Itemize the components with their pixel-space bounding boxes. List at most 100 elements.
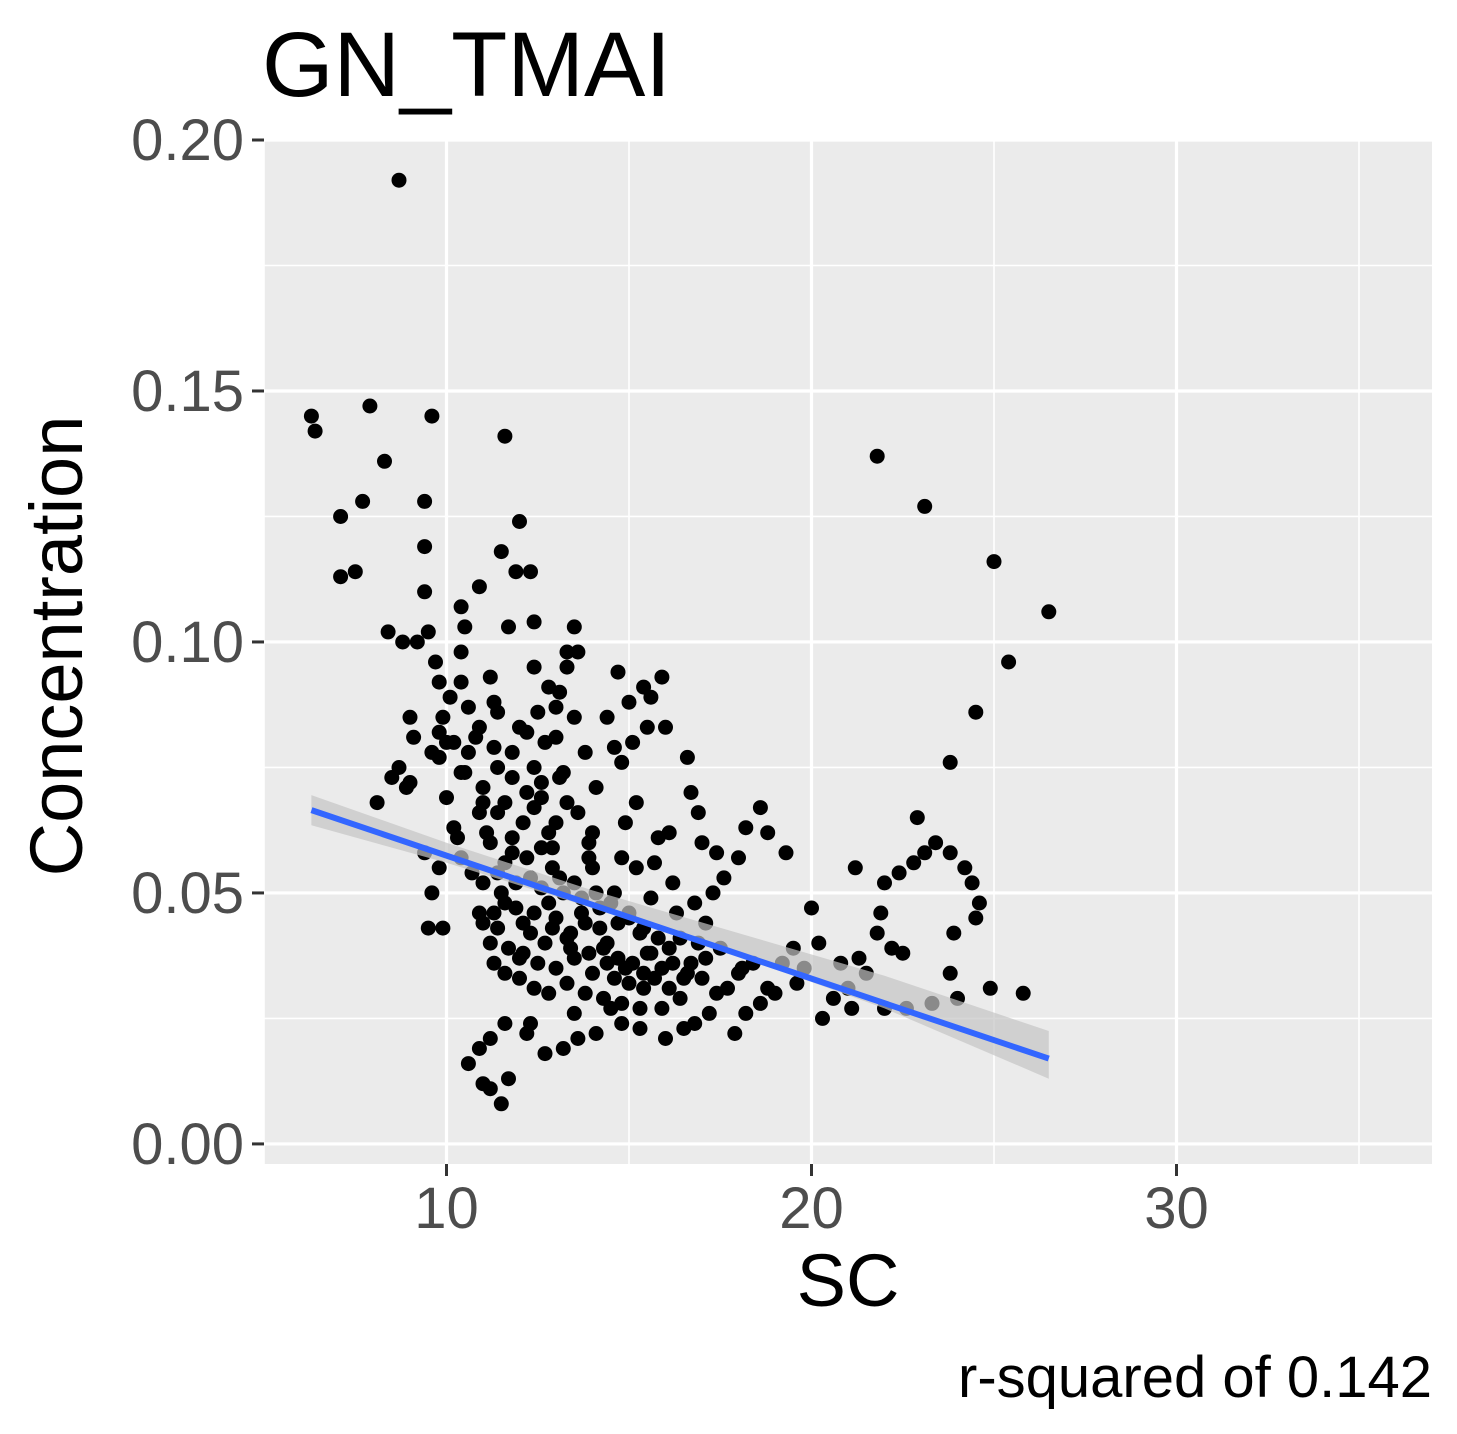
data-point [680, 750, 695, 765]
data-point [472, 1041, 487, 1056]
data-point [596, 941, 611, 956]
data-point [381, 624, 396, 639]
data-point [735, 961, 750, 976]
data-point [654, 1001, 669, 1016]
data-point [304, 409, 319, 424]
data-point [658, 720, 673, 735]
data-point [494, 885, 509, 900]
data-point [508, 901, 523, 916]
data-point [552, 770, 567, 785]
data-point [651, 931, 666, 946]
data-point [1016, 986, 1031, 1001]
data-point [709, 845, 724, 860]
data-point [428, 655, 443, 670]
data-point [432, 750, 447, 765]
data-point [527, 660, 542, 675]
data-point [384, 770, 399, 785]
data-point [377, 454, 392, 469]
y-tick-label: 0.15 [131, 359, 244, 424]
data-point [527, 906, 542, 921]
data-point [417, 494, 432, 509]
data-point [461, 745, 476, 760]
data-point [706, 885, 721, 900]
data-point [454, 765, 469, 780]
data-point [483, 670, 498, 685]
data-point [928, 835, 943, 850]
data-point [943, 755, 958, 770]
data-point [461, 1056, 476, 1071]
data-point [643, 690, 658, 705]
data-point [476, 780, 491, 795]
data-point [611, 665, 626, 680]
data-point [658, 1031, 673, 1046]
data-point [399, 780, 414, 795]
data-point [410, 635, 425, 650]
data-point [753, 996, 768, 1011]
data-point [333, 509, 348, 524]
data-point [421, 624, 436, 639]
data-point [560, 660, 575, 675]
data-point [395, 635, 410, 650]
data-point [987, 554, 1002, 569]
data-point [541, 986, 556, 1001]
data-point [698, 951, 713, 966]
data-point [965, 875, 980, 890]
data-point [585, 966, 600, 981]
data-point [435, 710, 450, 725]
data-point [421, 921, 436, 936]
data-point [589, 1026, 604, 1041]
data-point [578, 745, 593, 760]
x-tick-label: 20 [779, 1176, 844, 1241]
data-point [581, 946, 596, 961]
data-point [852, 951, 867, 966]
data-point [760, 825, 775, 840]
data-point [494, 1096, 509, 1111]
data-point [523, 564, 538, 579]
data-point [505, 830, 520, 845]
data-point [432, 860, 447, 875]
data-point [392, 173, 407, 188]
data-point [355, 494, 370, 509]
data-point [403, 710, 418, 725]
data-point [738, 1006, 753, 1021]
data-point [567, 710, 582, 725]
data-point [709, 986, 724, 1001]
data-point [870, 449, 885, 464]
data-point [643, 946, 658, 961]
data-point [508, 564, 523, 579]
data-point [457, 619, 472, 634]
chart-title: GN_TMAI [262, 14, 671, 116]
data-point [446, 820, 461, 835]
data-point [676, 971, 691, 986]
data-point [607, 740, 622, 755]
data-point [487, 740, 502, 755]
data-point [665, 875, 680, 890]
data-point [636, 966, 651, 981]
data-point [618, 961, 633, 976]
data-point [454, 645, 469, 660]
data-point [614, 755, 629, 770]
data-point [870, 926, 885, 941]
data-point [490, 760, 505, 775]
data-point [972, 896, 987, 911]
data-point [600, 956, 615, 971]
data-point [538, 735, 553, 750]
data-point [760, 981, 775, 996]
data-point [424, 409, 439, 424]
data-point [549, 815, 564, 830]
data-point [622, 976, 637, 991]
data-point [519, 850, 534, 865]
data-point [523, 926, 538, 941]
data-point [910, 810, 925, 825]
data-point [362, 399, 377, 414]
data-point [454, 675, 469, 690]
y-tick-label: 0.00 [131, 1112, 244, 1177]
data-point [614, 850, 629, 865]
data-point [563, 941, 578, 956]
data-point [716, 870, 731, 885]
data-point [592, 921, 607, 936]
data-point [476, 916, 491, 931]
data-point [512, 514, 527, 529]
data-point [494, 544, 509, 559]
y-axis-title: Concentration [15, 416, 98, 877]
